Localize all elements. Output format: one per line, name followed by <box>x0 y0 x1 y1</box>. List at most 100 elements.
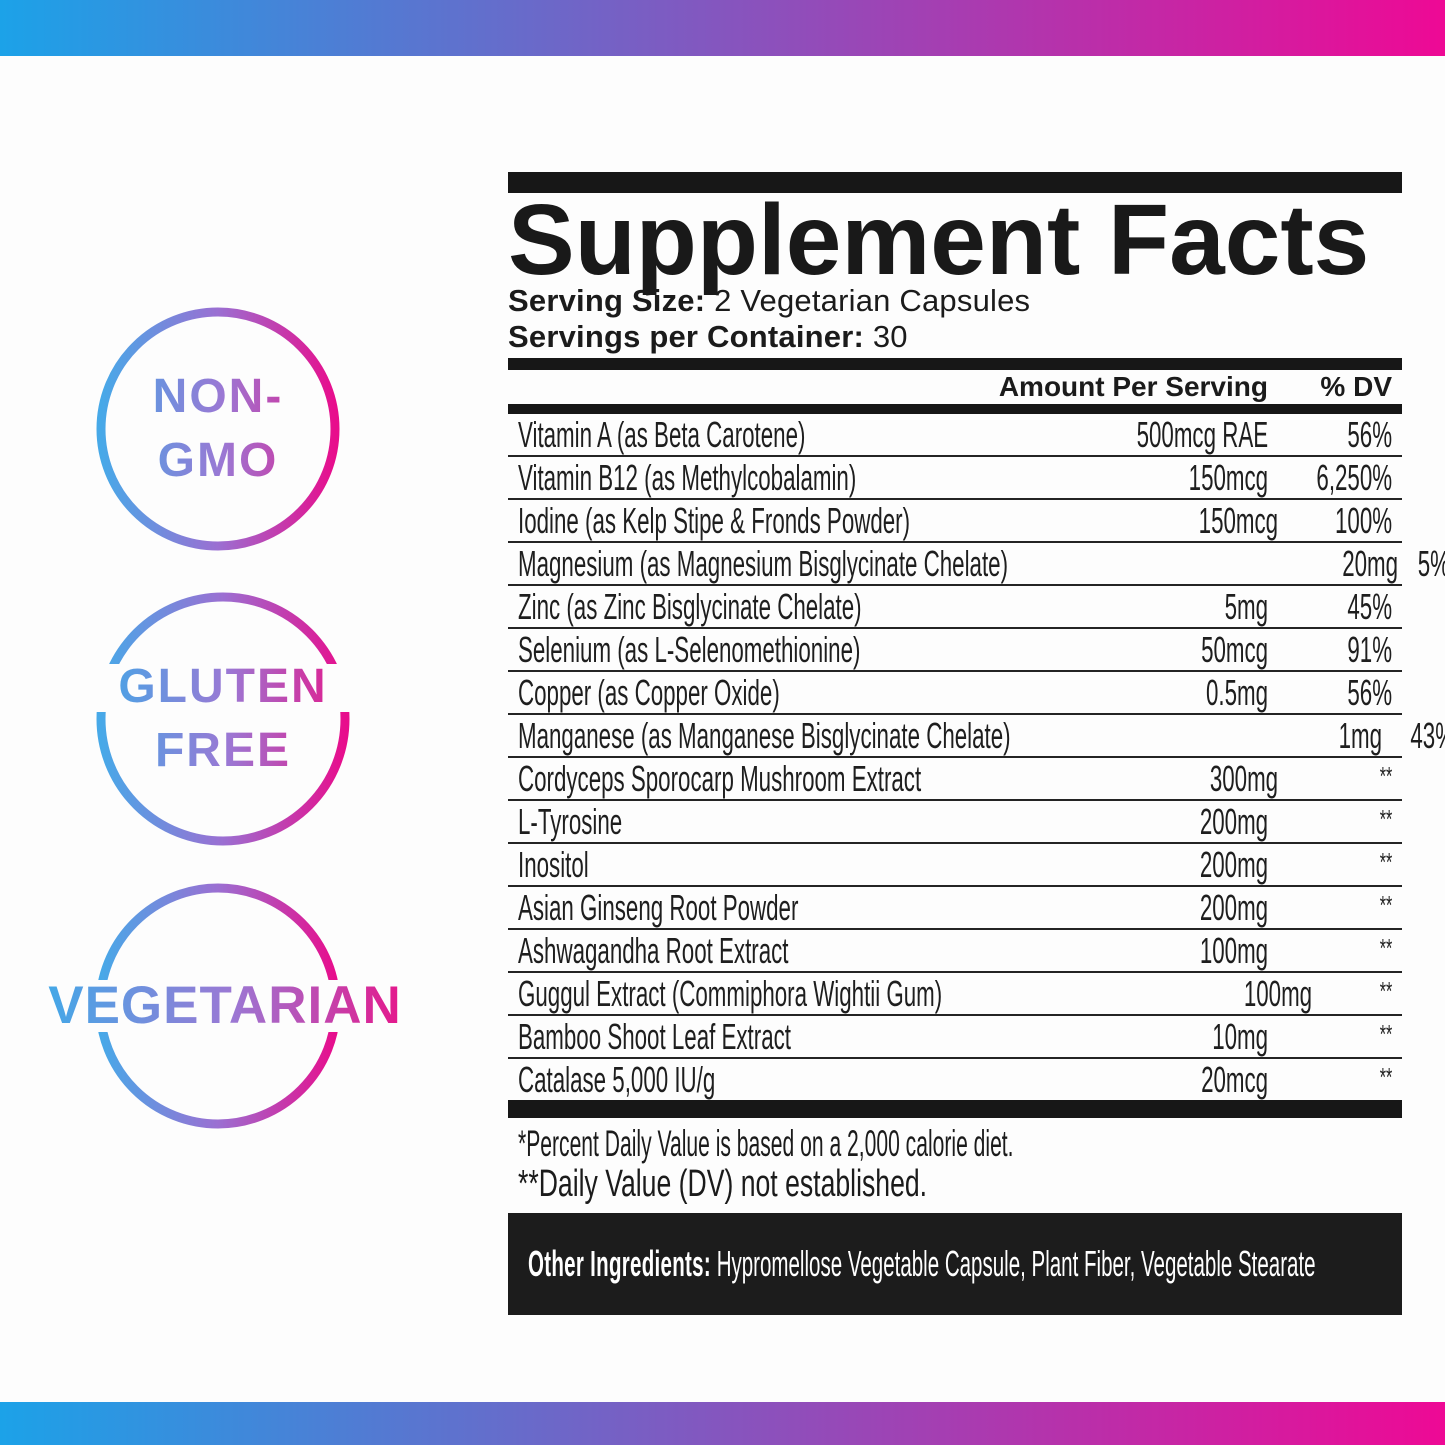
table-row: Asian Ginseng Root Powder 200mg ** <box>508 887 1402 930</box>
ingredient-name: Vitamin A (as Beta Carotene) <box>518 413 806 455</box>
ingredient-name: Cordyceps Sporocarp Mushroom Extract <box>518 757 922 799</box>
ingredient-name: Copper (as Copper Oxide) <box>518 671 780 713</box>
ingredient-amount: 200mg <box>1199 800 1268 842</box>
ingredient-amount: 150mcg <box>1198 499 1279 541</box>
ingredient-name: Iodine (as Kelp Stipe & Fronds Powder) <box>518 499 911 541</box>
other-ingredients-line: Other Ingredients: Hypromellose Vegetabl… <box>528 1243 1316 1285</box>
ingredient-amount: 300mg <box>1210 757 1279 799</box>
serving-size-line: Serving Size: 2 Vegetarian Capsules <box>508 283 1402 319</box>
ingredient-dv: 56% <box>1347 671 1392 713</box>
ingredient-amount: 20mcg <box>1201 1058 1268 1100</box>
badge-label: FREE <box>92 719 354 783</box>
ingredient-dv: 100% <box>1334 499 1392 541</box>
panel-title: Supplement Facts <box>508 184 1370 296</box>
ingredient-dv: ** <box>1379 847 1392 877</box>
table-row: Vitamin B12 (as Methylcobalamin) 150mcg … <box>508 457 1402 500</box>
ingredient-dv: 56% <box>1347 413 1392 455</box>
table-row: Inositol 200mg ** <box>508 844 1402 887</box>
ingredient-amount: 20mg <box>1342 542 1399 584</box>
badge-label: GLUTEN <box>92 655 354 719</box>
amount-per-serving-header: Amount Per Serving <box>998 371 1268 402</box>
footnote-dv-not-established: **Daily Value (DV) not established. <box>518 1163 1392 1205</box>
ingredient-amount: 10mg <box>1212 1015 1268 1057</box>
serving-size-label: Serving Size: <box>508 283 706 318</box>
footnotes: *Percent Daily Value is based on a 2,000… <box>508 1118 1402 1205</box>
ingredient-amount: 500mcg RAE <box>1136 413 1268 455</box>
ingredient-name: Guggul Extract (Commiphora Wightii Gum) <box>518 972 943 1014</box>
other-ingredients-label: Other Ingredients: <box>528 1243 711 1284</box>
footnote-text: *Percent Daily Value is based on a 2,000… <box>518 1123 1014 1164</box>
table-bottom-bar <box>508 1100 1402 1118</box>
badge-label: VEGETARIAN <box>38 974 412 1038</box>
ingredient-amount: 100mg <box>1244 972 1313 1014</box>
ingredient-name: Magnesium (as Magnesium Bisglycinate Che… <box>518 542 1009 584</box>
top-gradient-bar <box>0 0 1445 56</box>
table-row: Manganese (as Manganese Bisglycinate Che… <box>508 714 1445 758</box>
ingredient-amount: 1mg <box>1339 714 1383 756</box>
ingredient-dv: ** <box>1379 890 1392 920</box>
ingredient-amount: 100mg <box>1199 929 1268 971</box>
ingredient-amount: 5mg <box>1224 585 1268 627</box>
bottom-gradient-bar <box>0 1402 1445 1445</box>
other-ingredients-text: Hypromellose Vegetable Capsule, Plant Fi… <box>710 1243 1316 1284</box>
divider-bar <box>508 404 1402 414</box>
ingredient-dv: ** <box>1379 933 1392 963</box>
servings-label: Servings per Container: <box>508 319 865 354</box>
ingredient-dv: ** <box>1379 761 1392 791</box>
table-row: Catalase 5,000 IU/g 20mcg ** <box>508 1059 1402 1100</box>
servings-per-container-line: Servings per Container: 30 <box>508 319 1402 355</box>
ingredient-dv: ** <box>1379 976 1392 1006</box>
ingredient-name: Bamboo Shoot Leaf Extract <box>518 1015 791 1057</box>
footnote-text: **Daily Value (DV) not established. <box>518 1163 928 1205</box>
ingredient-name: Asian Ginseng Root Powder <box>518 886 799 928</box>
badge-non-gmo: NON- GMO <box>92 303 344 555</box>
ingredient-amount: 50mcg <box>1201 628 1268 670</box>
table-row: Vitamin A (as Beta Carotene) 500mcg RAE … <box>508 414 1402 457</box>
dv-header: % DV <box>1320 371 1392 402</box>
badge-label: NON- <box>92 365 344 429</box>
ingredient-dv: ** <box>1379 1062 1392 1092</box>
ingredient-name: Catalase 5,000 IU/g <box>518 1058 716 1100</box>
table-header: Amount Per Serving % DV <box>508 370 1402 404</box>
other-ingredients-box: Other Ingredients: Hypromellose Vegetabl… <box>508 1213 1402 1315</box>
ingredient-name: L-Tyrosine <box>518 800 623 842</box>
badge-vegetarian: VEGETARIAN <box>38 880 412 1132</box>
ingredient-dv: 6,250% <box>1316 456 1392 498</box>
table-row: Guggul Extract (Commiphora Wightii Gum) … <box>508 973 1402 1016</box>
badge-gluten-free: GLUTEN FREE <box>92 588 354 850</box>
table: Vitamin A (as Beta Carotene) 500mcg RAE … <box>508 414 1445 1100</box>
table-row: Cordyceps Sporocarp Mushroom Extract 300… <box>508 758 1402 801</box>
servings-value: 30 <box>872 319 908 354</box>
badge-label: GMO <box>92 429 344 493</box>
ingredient-name: Zinc (as Zinc Bisglycinate Chelate) <box>518 585 862 627</box>
ingredient-dv: 91% <box>1347 628 1392 670</box>
badge-ring-icon <box>96 307 340 551</box>
table-row: L-Tyrosine 200mg ** <box>508 801 1402 844</box>
ingredient-name: Ashwagandha Root Extract <box>518 929 789 971</box>
ingredient-name: Inositol <box>518 843 589 885</box>
supplement-facts-panel: Supplement Facts Serving Size: 2 Vegetar… <box>508 172 1445 1315</box>
ingredient-name: Selenium (as L-Selenomethionine) <box>518 628 861 670</box>
ingredient-name: Manganese (as Manganese Bisglycinate Che… <box>518 714 1011 756</box>
badge-text-gap <box>92 664 354 712</box>
table-row: Zinc (as Zinc Bisglycinate Chelate) 5mg … <box>508 586 1402 629</box>
ingredient-name: Vitamin B12 (as Methylcobalamin) <box>518 456 857 498</box>
ingredient-dv: 45% <box>1347 585 1392 627</box>
table-row: Ashwagandha Root Extract 100mg ** <box>508 930 1402 973</box>
divider-bar <box>508 358 1402 370</box>
ingredient-dv: ** <box>1379 804 1392 834</box>
ingredient-amount: 200mg <box>1199 843 1268 885</box>
panel-top-bar <box>508 172 1402 193</box>
ingredient-dv: ** <box>1379 1019 1392 1049</box>
ingredient-amount: 150mcg <box>1188 456 1268 498</box>
table-row: Iodine (as Kelp Stipe & Fronds Powder) 1… <box>508 500 1402 543</box>
table-row: Magnesium (as Magnesium Bisglycinate Che… <box>508 542 1445 586</box>
ingredient-amount: 200mg <box>1199 886 1268 928</box>
badge-ring-icon <box>96 592 350 846</box>
footnote-daily-value: *Percent Daily Value is based on a 2,000… <box>518 1124 1392 1163</box>
table-row: Bamboo Shoot Leaf Extract 10mg ** <box>508 1016 1402 1059</box>
table-row: Selenium (as L-Selenomethionine) 50mcg 9… <box>508 629 1402 672</box>
ingredient-dv: 5% <box>1418 542 1445 584</box>
badge-text-gap <box>38 980 412 1032</box>
table-row: Copper (as Copper Oxide) 0.5mg 56% <box>508 672 1402 715</box>
